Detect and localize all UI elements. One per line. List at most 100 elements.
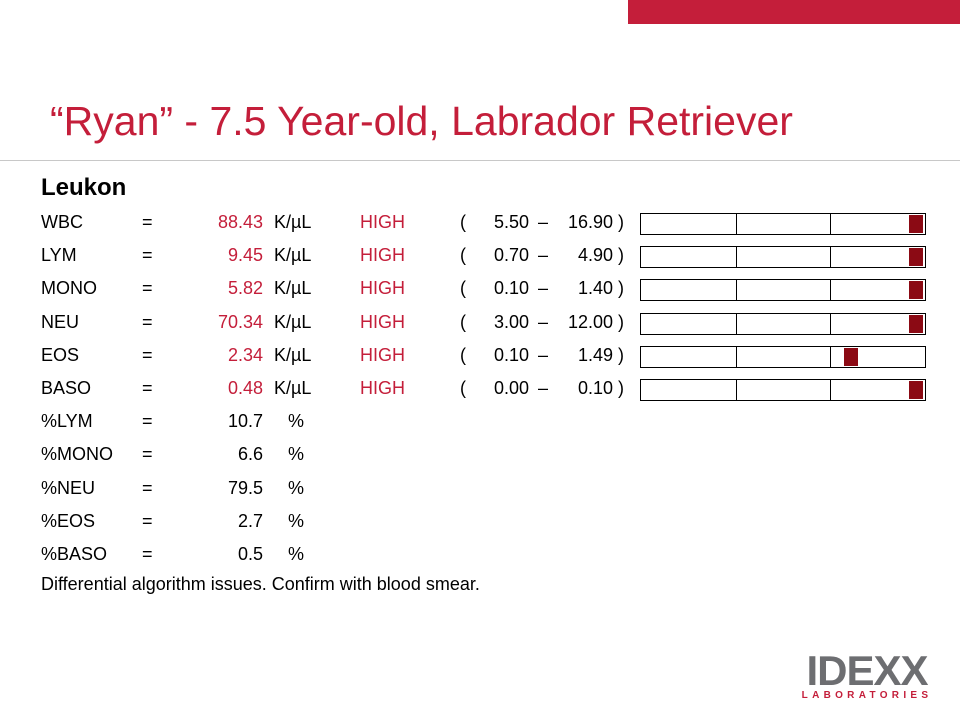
range-gauge	[640, 312, 926, 335]
gauge-tick	[735, 214, 737, 234]
result-row: EOS = 2.34 K/µL HIGH (0.10– 1.49)	[0, 339, 960, 372]
gauge-marker	[909, 314, 924, 333]
range-open-paren: (	[460, 212, 466, 232]
footnote: Differential algorithm issues. Confirm w…	[41, 574, 480, 594]
gauge-marker	[909, 215, 924, 233]
range-dash: –	[538, 245, 549, 266]
result-value: 0.48	[227, 377, 263, 398]
result-value: 88.43	[217, 212, 263, 232]
result-row: WBC = 88.43 K/µL HIGH (5.50–16.90)	[0, 206, 960, 239]
range-high: 4.90	[577, 245, 613, 266]
unit: K/µL	[274, 311, 312, 332]
equals-sign: =	[142, 444, 153, 465]
gauge-marker	[844, 347, 859, 366]
result-row: LYM = 9.45 K/µL HIGH (0.70– 4.90)	[0, 239, 960, 272]
analyte-name: NEU	[41, 311, 80, 332]
gauge-tick	[735, 313, 737, 334]
result-value: 2.7	[237, 510, 263, 531]
gauge-marker	[909, 248, 924, 267]
result-row: %MONO = 6.6%	[0, 438, 960, 471]
range-close-paren: )	[618, 212, 624, 232]
range-dash: –	[538, 311, 549, 332]
result-value: 79.5	[227, 477, 263, 498]
equals-sign: =	[142, 510, 153, 531]
range-low: 0.10	[493, 278, 529, 299]
result-row: %BASO = 0.5%	[0, 538, 960, 571]
range-gauge	[640, 246, 926, 269]
gauge-tick	[735, 247, 737, 268]
range-open-paren: (	[460, 377, 466, 398]
range-open-paren: (	[460, 344, 466, 365]
range-low: 0.00	[493, 377, 529, 398]
result-row: %LYM = 10.7%	[0, 405, 960, 438]
range-high: 1.40	[577, 278, 613, 299]
gauge-tick	[735, 379, 737, 400]
result-value: 2.34	[227, 344, 263, 365]
range-gauge	[640, 213, 926, 235]
range-low: 5.50	[493, 212, 529, 232]
gauge-tick	[735, 346, 737, 367]
gauge-tick	[830, 280, 832, 301]
range-dash: –	[538, 377, 549, 398]
equals-sign: =	[142, 543, 153, 564]
analyte-name: %LYM	[41, 411, 93, 432]
equals-sign: =	[142, 377, 153, 398]
unit: K/µL	[274, 212, 312, 232]
unit: K/µL	[274, 377, 312, 398]
percent-unit: %	[288, 510, 305, 531]
unit: K/µL	[274, 245, 312, 266]
range-low: 0.70	[493, 245, 529, 266]
result-value: 6.6	[237, 444, 263, 465]
range-gauge	[640, 345, 926, 368]
result-value: 5.82	[227, 278, 263, 299]
percent-unit: %	[288, 411, 305, 432]
title-divider	[0, 160, 960, 161]
range-dash: –	[538, 212, 549, 232]
analyte-name: %NEU	[41, 477, 96, 498]
range-close-paren: )	[618, 278, 624, 299]
logo-subtitle: LABORATORIES	[801, 690, 933, 701]
range-open-paren: (	[460, 278, 466, 299]
equals-sign: =	[142, 212, 153, 232]
results-table: WBC = 88.43 K/µL HIGH(5.50–16.90) LYM = 9.45 K/µ…	[0, 206, 960, 571]
section-heading: Leukon	[41, 174, 127, 201]
percent-unit: %	[288, 477, 305, 498]
idexx-logo: IDEXX LABORATORIES	[797, 650, 937, 702]
range-high: 1.49	[577, 344, 613, 365]
gauge-marker	[909, 281, 924, 300]
range-close-paren: )	[618, 344, 624, 365]
equals-sign: =	[142, 411, 153, 432]
result-value: 70.34	[217, 311, 263, 332]
analyte-name: BASO	[41, 377, 92, 398]
analyte-name: %BASO	[41, 543, 108, 564]
gauge-tick	[830, 346, 832, 367]
unit: K/µL	[274, 344, 312, 365]
top-accent-bar	[628, 0, 960, 24]
status-flag: HIGH	[360, 212, 405, 232]
equals-sign: =	[142, 477, 153, 498]
range-dash: –	[538, 344, 549, 365]
range-open-paren: (	[460, 245, 466, 266]
gauge-tick	[830, 313, 832, 334]
analyte-name: EOS	[41, 344, 80, 365]
status-flag: HIGH	[360, 278, 405, 299]
range-low: 0.10	[493, 344, 529, 365]
result-value: 10.7	[227, 411, 263, 432]
percent-unit: %	[288, 543, 305, 564]
result-row: %EOS = 2.7%	[0, 505, 960, 538]
result-row: %NEU = 79.5%	[0, 472, 960, 505]
analyte-name: %EOS	[41, 510, 96, 531]
result-value: 0.5	[237, 543, 263, 564]
percent-unit: %	[288, 444, 305, 465]
range-dash: –	[538, 278, 549, 299]
range-close-paren: )	[618, 377, 624, 398]
analyte-name: LYM	[41, 245, 77, 266]
equals-sign: =	[142, 278, 153, 299]
equals-sign: =	[142, 311, 153, 332]
slide-title: “Ryan” - 7.5 Year-old, Labrador Retrieve…	[50, 98, 793, 144]
gauge-tick	[830, 247, 832, 268]
result-row: BASO = 0.48 K/µL HIGH (0.00– 0.10)	[0, 372, 960, 405]
status-flag: HIGH	[360, 245, 405, 266]
range-close-paren: )	[618, 311, 624, 332]
range-high: 16.90	[567, 212, 613, 232]
